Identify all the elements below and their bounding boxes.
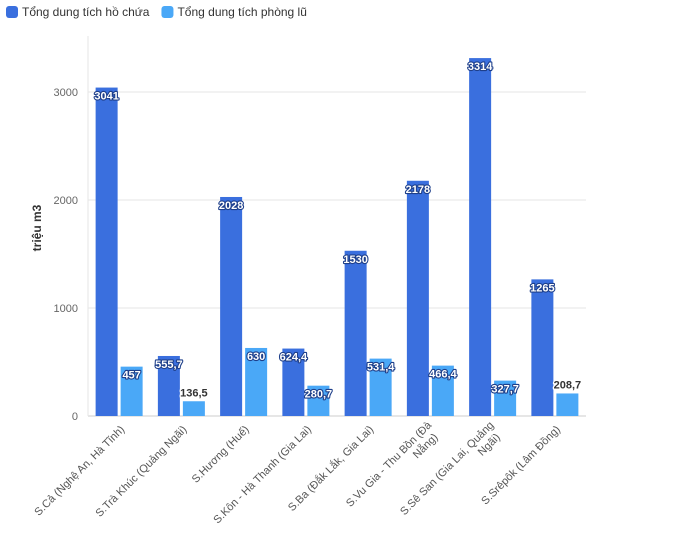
data-label: 466,4 — [429, 369, 457, 381]
data-label: 280,7 — [305, 389, 333, 401]
bar-flood-capacity[interactable] — [369, 358, 392, 416]
bar-group: 2178 466,4 — [405, 180, 459, 416]
legend-item-1[interactable]: Tổng dung tích hồ chứa — [6, 5, 150, 19]
bar-group: 3041 457 — [93, 87, 143, 417]
data-label: 457 — [122, 370, 140, 382]
data-label: 3314 — [468, 61, 493, 73]
bar-reservoir-capacity[interactable] — [220, 196, 243, 416]
bars: 3041 457 555,7 136,5 2028 630 624,4 280,7 1530 53… — [93, 58, 582, 417]
y-tick-label: 3000 — [54, 87, 78, 99]
legend-label: Tổng dung tích phòng lũ — [177, 5, 306, 19]
data-label: 2028 — [219, 200, 243, 212]
legend-swatch — [161, 6, 174, 18]
bar-flood-capacity[interactable] — [556, 393, 579, 416]
data-label: 136,5 — [180, 387, 208, 399]
data-label: 2178 — [406, 184, 430, 196]
bar-reservoir-capacity[interactable] — [531, 279, 554, 416]
bar-flood-capacity[interactable] — [307, 385, 330, 416]
data-label: 327,7 — [491, 384, 519, 396]
data-label: 555,7 — [155, 359, 183, 371]
y-tick-label: 0 — [72, 411, 78, 423]
data-label: 1530 — [343, 254, 367, 266]
data-label: 624,4 — [280, 352, 308, 364]
data-label: 3041 — [94, 91, 118, 103]
legend-swatch — [6, 6, 18, 18]
bar-group: 624,4 280,7 — [279, 348, 333, 416]
bar-group: 2028 630 — [218, 196, 268, 416]
data-label: 531,4 — [367, 362, 395, 374]
bar-flood-capacity[interactable] — [182, 401, 205, 416]
bar-reservoir-capacity[interactable] — [157, 355, 180, 416]
x-tick-label: S.Hương (Huế) — [190, 424, 252, 486]
data-label: 208,7 — [554, 379, 582, 391]
bar-reservoir-capacity[interactable] — [282, 348, 305, 416]
bar-reservoir-capacity[interactable] — [469, 58, 492, 416]
bar-reservoir-capacity[interactable] — [344, 250, 367, 416]
bar-group: 555,7 136,5 — [154, 355, 209, 416]
bar-flood-capacity[interactable] — [431, 365, 454, 416]
data-label: 1265 — [530, 282, 554, 294]
legend-item-2[interactable]: Tổng dung tích phòng lũ — [161, 5, 307, 19]
x-axis: S.Cả (Nghệ An, Hà Tĩnh)S.Trà Khúc (Quảng… — [32, 419, 563, 526]
bar-reservoir-capacity[interactable] — [406, 180, 429, 416]
bar-reservoir-capacity[interactable] — [95, 87, 118, 417]
data-label: 630 — [247, 351, 265, 363]
y-tick-label: 2000 — [54, 195, 78, 207]
bar-group: 1530 531,4 — [342, 250, 396, 416]
bar-flood-capacity[interactable] — [245, 347, 268, 416]
y-axis: triệu m3 0 1000 2000 3000 — [30, 87, 78, 423]
y-axis-label: triệu m3 — [30, 204, 44, 251]
bar-flood-capacity[interactable] — [494, 380, 517, 416]
legend-label: Tổng dung tích hồ chứa — [22, 5, 150, 19]
bar-group: 3314 327,7 — [467, 58, 520, 416]
y-tick-label: 1000 — [54, 303, 78, 315]
bar-flood-capacity[interactable] — [120, 366, 143, 416]
legend: Tổng dung tích hồ chứa Tổng dung tích phò… — [6, 5, 307, 19]
bar-group: 1265 208,7 — [529, 279, 582, 416]
